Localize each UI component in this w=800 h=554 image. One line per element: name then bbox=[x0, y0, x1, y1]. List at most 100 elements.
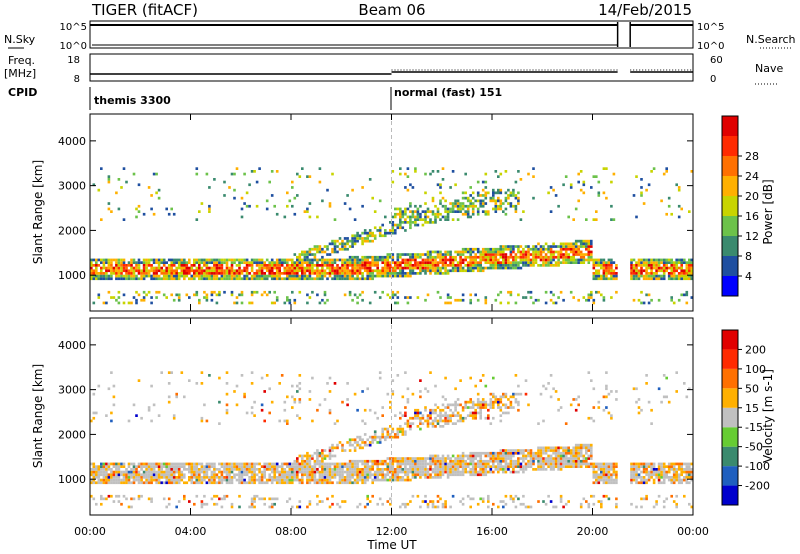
heatmap-cell bbox=[436, 207, 440, 211]
heatmap-cell bbox=[424, 494, 427, 498]
heatmap-cell bbox=[406, 422, 410, 425]
heatmap-cell bbox=[378, 473, 382, 477]
heatmap-cell bbox=[662, 465, 666, 468]
heatmap-cell bbox=[547, 191, 550, 195]
heatmap-cell bbox=[672, 500, 676, 503]
heatmap-cell bbox=[459, 210, 462, 213]
heatmap-cell bbox=[343, 269, 347, 273]
heatmap-cell bbox=[321, 473, 324, 477]
heatmap-cell bbox=[162, 293, 166, 297]
heatmap-cell bbox=[476, 261, 480, 264]
heatmap-cell bbox=[436, 419, 440, 423]
heatmap-cell bbox=[371, 468, 374, 471]
heatmap-cell bbox=[419, 212, 422, 216]
heatmap-cell bbox=[389, 433, 392, 436]
heatmap-cell bbox=[454, 199, 457, 203]
heatmap-cell bbox=[414, 255, 417, 259]
heatmap-cell bbox=[492, 250, 495, 254]
heatmap-cell bbox=[479, 269, 482, 273]
heatmap-cell bbox=[582, 443, 586, 447]
heatmap-cell bbox=[341, 272, 344, 275]
heatmap-cell bbox=[160, 261, 163, 264]
heatmap-cell bbox=[419, 390, 422, 393]
heatmap-cell bbox=[474, 204, 477, 208]
heatmap-cell bbox=[301, 481, 304, 485]
heatmap-cell bbox=[444, 264, 447, 267]
heatmap-cell bbox=[577, 457, 580, 460]
heatmap-cell bbox=[218, 264, 221, 267]
heatmap-cell bbox=[404, 207, 407, 211]
heatmap-cell bbox=[424, 272, 427, 275]
heatmap-cell bbox=[456, 253, 460, 256]
heatmap-cell bbox=[592, 481, 596, 485]
heatmap-cell bbox=[487, 255, 490, 259]
heatmap-cell bbox=[579, 446, 583, 450]
heatmap-cell bbox=[223, 462, 226, 466]
heatmap-cell bbox=[665, 264, 668, 267]
heatmap-cell bbox=[115, 261, 118, 264]
heatmap-cell bbox=[429, 468, 432, 471]
heatmap-cell bbox=[122, 258, 126, 262]
heatmap-cell bbox=[502, 500, 505, 503]
heatmap-cell bbox=[476, 462, 480, 466]
heatmap-cell bbox=[308, 398, 312, 401]
heatmap-cell bbox=[157, 274, 161, 278]
heatmap-cell bbox=[690, 266, 694, 270]
heatmap-cell bbox=[406, 207, 410, 211]
heatmap-cell bbox=[456, 454, 460, 458]
heatmap-cell bbox=[444, 468, 447, 471]
heatmap-cell bbox=[574, 443, 578, 447]
heatmap-cell bbox=[205, 476, 209, 479]
heatmap-cell bbox=[213, 470, 216, 474]
heatmap-cell bbox=[587, 465, 591, 468]
heatmap-cell bbox=[426, 473, 430, 477]
heatmap-cell bbox=[509, 462, 513, 466]
heatmap-cell bbox=[542, 500, 545, 503]
heatmap-cell bbox=[456, 465, 460, 468]
heatmap-cell bbox=[190, 470, 194, 474]
heatmap-cell bbox=[346, 481, 349, 485]
heatmap-cell bbox=[635, 470, 638, 474]
heatmap-cell bbox=[328, 465, 332, 468]
heatmap-cell bbox=[446, 465, 450, 468]
heatmap-cell bbox=[499, 449, 503, 452]
heatmap-cell bbox=[107, 207, 111, 211]
heatmap-cell bbox=[512, 188, 515, 192]
heatmap-cell bbox=[172, 473, 176, 477]
heatmap-cell bbox=[451, 210, 455, 213]
heatmap-cell bbox=[306, 470, 309, 474]
heatmap-cell bbox=[260, 476, 264, 479]
heatmap-cell bbox=[288, 497, 292, 501]
heatmap-cell bbox=[346, 194, 349, 197]
heatmap-cell bbox=[436, 255, 440, 259]
heatmap-cell bbox=[527, 258, 530, 262]
heatmap-cell bbox=[579, 242, 583, 246]
heatmap-cell bbox=[137, 210, 141, 213]
heatmap-cell bbox=[504, 196, 508, 200]
heatmap-cell bbox=[605, 196, 608, 200]
heatmap-cell bbox=[461, 196, 465, 200]
heatmap-cell bbox=[268, 476, 271, 479]
heatmap-cell bbox=[562, 253, 565, 256]
heatmap-cell bbox=[446, 301, 450, 305]
heatmap-cell bbox=[366, 234, 369, 238]
heatmap-cell bbox=[288, 277, 292, 281]
heatmap-cell bbox=[157, 269, 161, 273]
heatmap-cell bbox=[660, 465, 663, 468]
heatmap-cell bbox=[105, 468, 108, 471]
heatmap-cell bbox=[585, 258, 588, 262]
heatmap-cell bbox=[446, 207, 450, 211]
heatmap-cell bbox=[97, 277, 101, 281]
heatmap-cell bbox=[326, 462, 329, 466]
heatmap-cell bbox=[386, 264, 390, 267]
heatmap-cell bbox=[670, 212, 673, 216]
heatmap-cell bbox=[484, 403, 488, 407]
heatmap-cell bbox=[640, 274, 643, 278]
heatmap-cell bbox=[110, 468, 113, 471]
heatmap-cell bbox=[120, 272, 123, 275]
heatmap-cell bbox=[248, 277, 251, 281]
heatmap-cell bbox=[431, 212, 435, 216]
heatmap-cell bbox=[245, 269, 249, 273]
heatmap-cell bbox=[524, 258, 528, 262]
heatmap-cell bbox=[235, 473, 239, 477]
